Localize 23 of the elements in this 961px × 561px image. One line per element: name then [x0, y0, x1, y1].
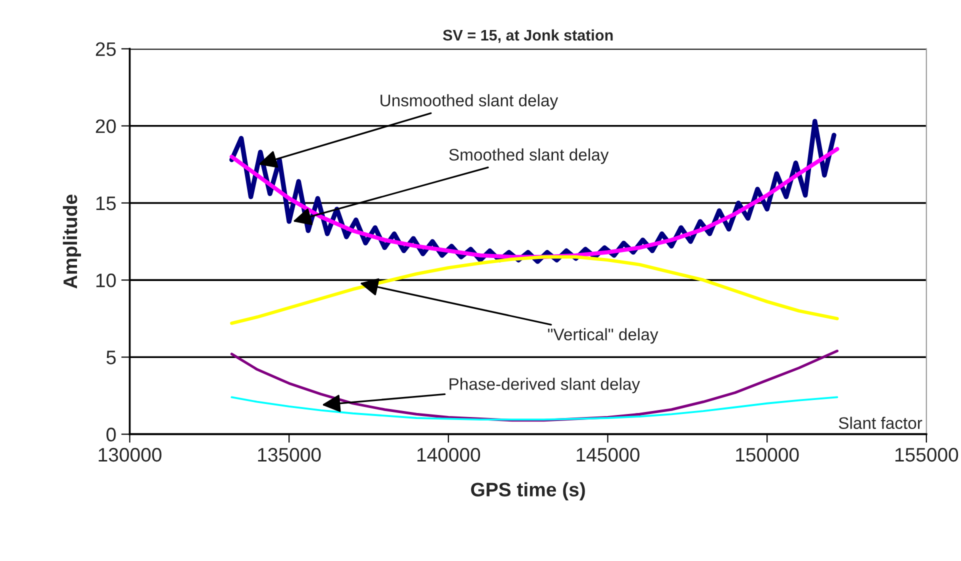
y-tick-label: 5	[106, 350, 116, 364]
annotation: Phase-derived slant delay	[450, 378, 640, 394]
x-tick-label: 135000	[258, 448, 321, 462]
annotation: "Vertical" delay	[548, 328, 658, 344]
x-tick-label: 130000	[98, 448, 162, 462]
x-tick-label: 140000	[417, 448, 480, 462]
x-tick-label: 150000	[736, 448, 799, 462]
x-tick-label: 155000	[895, 448, 958, 462]
y-axis-title: Amplitude	[62, 194, 82, 289]
y-tick-label: 0	[106, 428, 116, 442]
annotation: Unsmoothed slant delay	[380, 94, 558, 110]
annotation: Smoothed slant delay	[449, 148, 609, 164]
y-tick-label: 15	[96, 196, 116, 210]
line-series	[230, 255, 839, 325]
line-series	[230, 147, 840, 259]
x-axis-title: GPS time (s)	[471, 482, 585, 500]
y-tick-label: 20	[96, 119, 116, 134]
line-series	[230, 396, 838, 421]
x-tick-label: 145000	[576, 448, 640, 462]
chart-title: SV = 15, at Jonk station	[442, 29, 613, 43]
annotation: Slant factor	[838, 416, 922, 429]
y-tick-label: 25	[96, 42, 116, 56]
y-tick-label: 10	[96, 274, 116, 288]
